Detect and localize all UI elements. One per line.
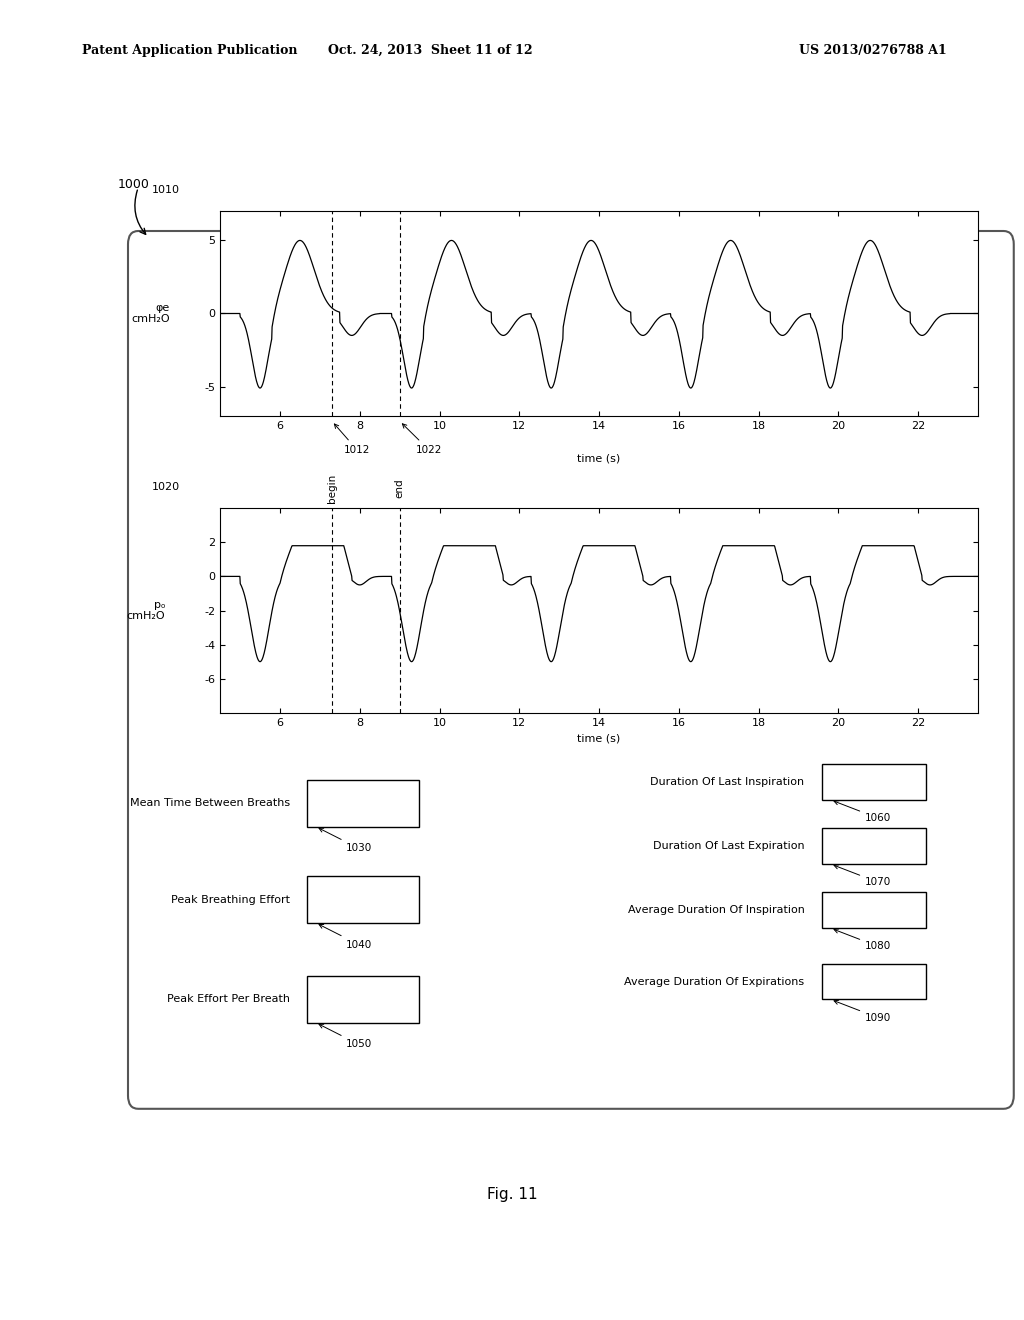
Text: 1070: 1070 (835, 865, 891, 887)
Y-axis label: pₒ
cmH₂O: pₒ cmH₂O (127, 599, 165, 622)
Text: 1080: 1080 (835, 929, 891, 952)
Text: Patent Application Publication: Patent Application Publication (82, 44, 297, 57)
FancyBboxPatch shape (822, 764, 926, 800)
Text: 1090: 1090 (835, 1001, 891, 1023)
X-axis label: time (s): time (s) (578, 733, 621, 743)
Text: 1030: 1030 (319, 828, 372, 854)
FancyBboxPatch shape (822, 829, 926, 863)
FancyBboxPatch shape (307, 780, 420, 826)
FancyBboxPatch shape (307, 876, 420, 923)
Text: begin: begin (327, 474, 337, 503)
Text: Mean Time Between Breaths: Mean Time Between Breaths (130, 799, 290, 808)
FancyBboxPatch shape (822, 964, 926, 999)
Text: 1060: 1060 (835, 801, 891, 824)
Text: end: end (394, 479, 404, 498)
Text: 1040: 1040 (319, 924, 372, 949)
Text: 1050: 1050 (319, 1024, 372, 1049)
Text: Average Duration Of Inspiration: Average Duration Of Inspiration (628, 906, 805, 915)
Text: Fig. 11: Fig. 11 (486, 1187, 538, 1203)
FancyBboxPatch shape (307, 977, 420, 1023)
Text: 1012: 1012 (335, 424, 370, 455)
Text: time (s): time (s) (578, 453, 621, 463)
Text: US 2013/0276788 A1: US 2013/0276788 A1 (799, 44, 946, 57)
FancyBboxPatch shape (822, 892, 926, 928)
Text: Average Duration Of Expirations: Average Duration Of Expirations (625, 977, 805, 986)
Text: 1000: 1000 (118, 178, 150, 191)
Text: Peak Breathing Effort: Peak Breathing Effort (171, 895, 290, 904)
Text: Peak Effort Per Breath: Peak Effort Per Breath (167, 994, 290, 1005)
Text: Duration Of Last Expiration: Duration Of Last Expiration (653, 841, 805, 851)
Text: Duration Of Last Inspiration: Duration Of Last Inspiration (650, 777, 805, 787)
Text: Oct. 24, 2013  Sheet 11 of 12: Oct. 24, 2013 Sheet 11 of 12 (328, 44, 532, 57)
Text: 1022: 1022 (402, 424, 442, 455)
Text: 1020: 1020 (152, 482, 180, 492)
Text: 1010: 1010 (152, 185, 180, 195)
Y-axis label: φe
cmH₂O: φe cmH₂O (131, 302, 170, 325)
